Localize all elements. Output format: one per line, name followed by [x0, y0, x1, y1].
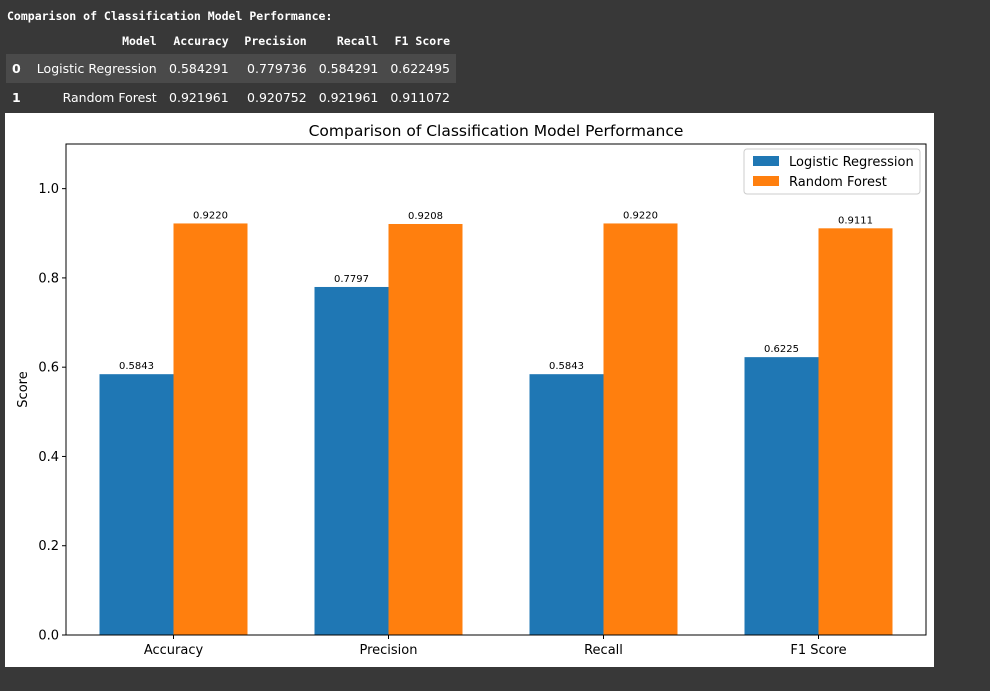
legend-swatch-random-forest — [753, 176, 779, 186]
bar-value-label: 0.9111 — [838, 215, 873, 226]
x-tick-label: Recall — [584, 643, 623, 658]
bar-value-label: 0.7797 — [334, 274, 369, 285]
bar-value-label: 0.9208 — [408, 211, 443, 222]
bar-chart: Comparison of Classification Model Perfo… — [16, 122, 927, 658]
header-index — [6, 28, 27, 54]
bar-random-forest — [818, 228, 893, 635]
legend-swatch-logistic-regression — [753, 156, 779, 166]
y-tick-label: 0.4 — [38, 450, 59, 465]
header-f1: F1 Score — [394, 34, 451, 48]
bar-value-label: 0.5843 — [549, 361, 584, 372]
x-tick-label: Accuracy — [144, 643, 204, 658]
y-tick-label: 0.6 — [38, 361, 59, 376]
y-axis-label: Score — [16, 371, 31, 407]
chart-title: Comparison of Classification Model Perfo… — [309, 122, 684, 140]
bar-value-label: 0.5843 — [119, 361, 154, 372]
results-dataframe: Model Accuracy Precision Recall F1 Score… — [6, 28, 457, 112]
legend-box — [743, 148, 921, 195]
bar-logistic-regression — [744, 357, 819, 635]
cell-accuracy: 0.921961 — [162, 83, 235, 112]
table-row: 1 Random Forest 0.921961 0.920752 0.9219… — [6, 83, 457, 112]
header-model: Model — [122, 34, 157, 48]
cell-recall: 0.921961 — [312, 83, 385, 112]
bar-value-label: 0.6225 — [764, 344, 799, 355]
legend-label: Random Forest — [789, 175, 887, 190]
bar-random-forest — [388, 223, 463, 635]
cell-f1: 0.911072 — [384, 83, 457, 112]
y-tick-label: 0.8 — [38, 271, 59, 286]
cell-recall: 0.584291 — [312, 54, 385, 83]
header-recall: Recall — [336, 34, 379, 48]
header-precision: Precision — [244, 34, 307, 48]
bar-logistic-regression — [529, 374, 604, 635]
header-accuracy: Accuracy — [173, 34, 229, 48]
cell-f1: 0.622495 — [384, 54, 457, 83]
output-heading: Comparison of Classification Model Perfo… — [7, 9, 333, 23]
table-header-row: Model Accuracy Precision Recall F1 Score — [6, 28, 456, 54]
plot-frame — [65, 143, 927, 636]
cell-precision: 0.920752 — [234, 83, 313, 112]
bar-value-label: 0.9220 — [623, 210, 658, 221]
chart-figure: Comparison of Classification Model Perfo… — [5, 113, 934, 667]
cell-accuracy: 0.584291 — [162, 54, 235, 83]
y-tick-label: 0.0 — [38, 629, 59, 644]
bar-random-forest — [173, 223, 248, 635]
row-index: 0 — [6, 54, 27, 83]
x-tick-label: F1 Score — [790, 643, 846, 658]
y-tick-label: 1.0 — [38, 182, 59, 197]
legend-label: Logistic Regression — [789, 155, 914, 170]
bar-value-label: 0.9220 — [193, 210, 228, 221]
cell-model: Logistic Regression — [26, 54, 163, 83]
cell-precision: 0.779736 — [234, 54, 313, 83]
bar-logistic-regression — [314, 286, 389, 635]
y-tick-label: 0.2 — [38, 539, 59, 554]
bar-logistic-regression — [99, 374, 174, 635]
table-row: 0 Logistic Regression 0.584291 0.779736 … — [6, 54, 457, 83]
cell-model: Random Forest — [26, 83, 163, 112]
x-tick-label: Precision — [359, 643, 417, 658]
row-index: 1 — [6, 83, 27, 112]
bar-random-forest — [603, 223, 678, 635]
